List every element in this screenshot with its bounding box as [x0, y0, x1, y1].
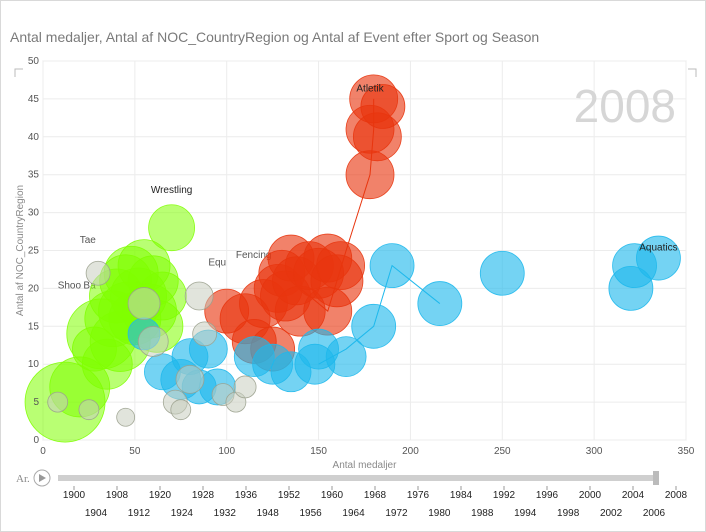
- corner-bracket: [688, 68, 697, 77]
- x-tick-label: 100: [218, 446, 235, 457]
- y-tick-label: 10: [28, 359, 40, 370]
- y-tick-label: 50: [28, 56, 40, 67]
- aquatics-trail: [318, 264, 441, 365]
- year-watermark: 2008: [574, 80, 676, 132]
- timeline-year: 1984: [450, 490, 473, 501]
- wrestling-label: Wrestling: [151, 185, 193, 196]
- x-tick-label: 300: [586, 446, 603, 457]
- aquatics-label: Aquatics: [639, 243, 677, 254]
- timeline-year: 1964: [342, 508, 365, 519]
- other-sports-bubble[interactable]: [85, 260, 111, 286]
- timeline-year: 1968: [364, 490, 387, 501]
- other-sports-bubble[interactable]: [192, 321, 218, 347]
- timeline-year: 1920: [149, 490, 172, 501]
- timeline-year: 1956: [299, 508, 322, 519]
- timeline-year: 1948: [257, 508, 280, 519]
- timeline-year: 1912: [128, 508, 151, 519]
- aquatics-bubble[interactable]: [479, 250, 525, 296]
- timeline-year: 1924: [171, 508, 194, 519]
- timeline-year: 2002: [600, 508, 623, 519]
- faded-label: Shoo: [58, 280, 82, 291]
- timeline-year: 1992: [493, 490, 516, 501]
- atletik-bubble[interactable]: [316, 241, 366, 291]
- other-sports-bubble[interactable]: [116, 407, 136, 427]
- timeline-year: 1976: [407, 490, 430, 501]
- other-sports-bubble[interactable]: [175, 364, 205, 394]
- timeline-handle[interactable]: [653, 471, 659, 485]
- timeline-year: 1936: [235, 490, 258, 501]
- x-tick-label: 0: [40, 446, 46, 457]
- timeline-year: 1932: [214, 508, 237, 519]
- y-tick-label: 0: [33, 435, 39, 446]
- x-tick-label: 200: [402, 446, 419, 457]
- other-sports-bubble[interactable]: [47, 391, 69, 413]
- x-tick-label: 150: [310, 446, 327, 457]
- y-tick-label: 5: [33, 397, 39, 408]
- y-tick-label: 45: [28, 94, 40, 105]
- timeline-year: 1952: [278, 490, 301, 501]
- timeline-year: 2006: [643, 508, 666, 519]
- y-tick-label: 30: [28, 208, 40, 219]
- y-tick-label: 25: [28, 246, 40, 257]
- atletik-trail: [299, 98, 375, 313]
- wrestling-bubble[interactable]: [148, 204, 196, 252]
- other-sports-bubble[interactable]: [170, 399, 192, 421]
- faded-label: Fencing: [236, 250, 272, 261]
- timeline-year: 1900: [63, 490, 86, 501]
- timeline-year: 2000: [579, 490, 602, 501]
- y-tick-label: 35: [28, 170, 40, 181]
- other-sports-bubble[interactable]: [137, 326, 169, 357]
- timeline-year: 2008: [665, 490, 688, 501]
- timeline-year: 1908: [106, 490, 129, 501]
- faded-label: Ba: [83, 280, 96, 291]
- atletik-label: Atletik: [356, 83, 384, 94]
- play-axis-label: Ar.: [16, 473, 30, 485]
- timeline-year: 1972: [385, 508, 408, 519]
- timeline-year: 2004: [622, 490, 645, 501]
- other-sports-bubble[interactable]: [184, 281, 214, 311]
- timeline-year: 1928: [192, 490, 215, 501]
- chart-title: Antal medaljer, Antal af NOC_CountryRegi…: [10, 29, 540, 45]
- y-tick-label: 20: [28, 283, 40, 294]
- y-axis-title: Antal af NOC_CountryRegion: [15, 185, 26, 316]
- timeline-year: 1980: [428, 508, 451, 519]
- other-sports-bubble[interactable]: [233, 375, 257, 399]
- faded-label: Equ: [208, 258, 226, 269]
- timeline-year: 1960: [321, 490, 344, 501]
- other-sports-bubble[interactable]: [127, 287, 161, 320]
- aquatics-bubble[interactable]: [325, 336, 367, 378]
- aquatics-bubble[interactable]: [636, 235, 681, 281]
- timeline-year: 1904: [85, 508, 108, 519]
- y-tick-label: 15: [28, 321, 40, 332]
- timeline-year: 1994: [514, 508, 537, 519]
- x-tick-label: 250: [494, 446, 511, 457]
- play-icon[interactable]: [39, 474, 46, 482]
- corner-bracket: [14, 68, 23, 77]
- other-sports-bubble[interactable]: [78, 399, 100, 421]
- timeline-year: 1998: [557, 508, 580, 519]
- x-axis-title: Antal medaljer: [333, 460, 398, 471]
- x-tick-label: 350: [678, 446, 695, 457]
- faded-label: Tae: [80, 235, 97, 246]
- x-tick-label: 50: [129, 446, 141, 457]
- timeline-year: 1988: [471, 508, 494, 519]
- timeline-year: 1996: [536, 490, 559, 501]
- y-tick-label: 40: [28, 132, 40, 143]
